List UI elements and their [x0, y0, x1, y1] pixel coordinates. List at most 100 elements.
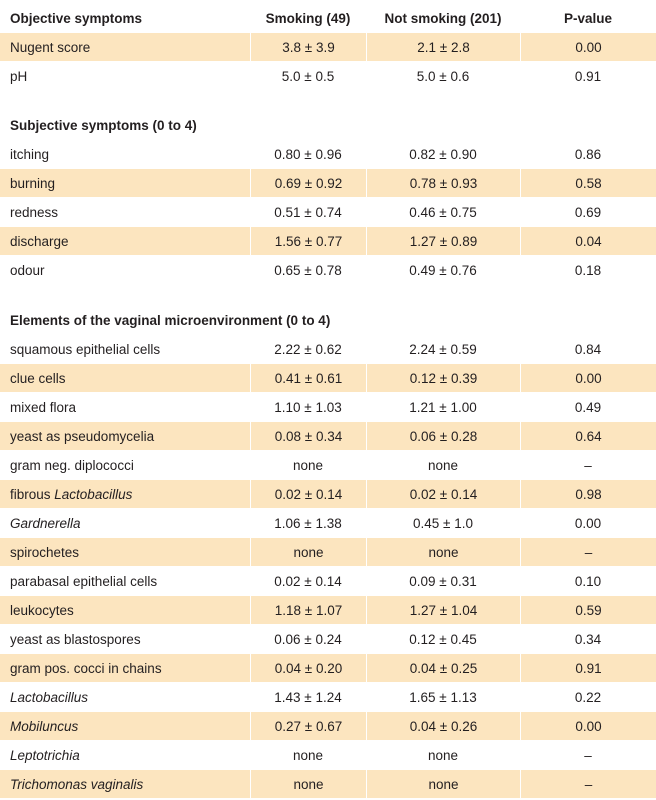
row-label-prefix: fibrous — [10, 486, 55, 502]
smoking-value: none — [250, 538, 366, 566]
p-value: 0.00 — [574, 515, 602, 531]
smoking-value: 0.02 ± 0.14 — [250, 480, 366, 508]
smoking-value: none — [292, 747, 324, 763]
row-label: redness — [10, 204, 59, 220]
not-smoking-value: 0.04 ± 0.25 — [366, 654, 520, 682]
not-smoking-value: 0.78 ± 0.93 — [366, 169, 520, 197]
smoking-value: 1.10 ± 1.03 — [274, 399, 342, 415]
row-label: discharge — [10, 233, 69, 249]
p-value: – — [520, 770, 656, 798]
smoking-value: 1.56 ± 0.77 — [250, 227, 366, 255]
p-value: 0.91 — [520, 654, 656, 682]
row-label: fibrous Lactobacillus — [0, 480, 250, 508]
smoking-value: 0.69 ± 0.92 — [250, 169, 366, 197]
row-label: squamous epithelial cells — [10, 341, 161, 357]
section-title: Subjective symptoms (0 to 4) — [10, 117, 197, 133]
not-smoking-value: 0.82 ± 0.90 — [409, 146, 477, 162]
smoking-value: 1.06 ± 1.38 — [274, 515, 342, 531]
table-row: gram pos. cocci in chains 0.04 ± 0.20 0.… — [0, 654, 656, 682]
row-label: yeast as pseudomycelia — [10, 428, 155, 444]
not-smoking-value: none — [366, 538, 520, 566]
table-row: fibrous Lactobacillus 0.02 ± 0.14 0.02 ±… — [0, 480, 656, 508]
row-label: Nugent score — [10, 39, 91, 55]
p-value: 0.84 — [574, 341, 602, 357]
table-row: gram neg. diplococci none none – — [0, 451, 656, 479]
table-row: squamous epithelial cells 2.22 ± 0.62 2.… — [0, 335, 656, 363]
table-row: mixed flora 1.10 ± 1.03 1.21 ± 1.00 0.49 — [0, 393, 656, 421]
p-value: 0.86 — [574, 146, 602, 162]
section-heading-elements: Elements of the vaginal microenvironment… — [0, 306, 656, 334]
not-smoking-value: 0.04 ± 0.26 — [366, 712, 520, 740]
table-row: Mobiluncus 0.27 ± 0.67 0.04 ± 0.26 0.00 — [0, 712, 656, 740]
smoking-value: 1.18 ± 1.07 — [250, 596, 366, 624]
not-smoking-value: 1.65 ± 1.13 — [409, 689, 477, 705]
table-row: leukocytes 1.18 ± 1.07 1.27 ± 1.04 0.59 — [0, 596, 656, 624]
p-value: 0.49 — [574, 399, 602, 415]
p-value: 0.00 — [520, 712, 656, 740]
p-value: 0.00 — [520, 364, 656, 392]
table-row: burning 0.69 ± 0.92 0.78 ± 0.93 0.58 — [0, 169, 656, 197]
row-label: Gardnerella — [10, 515, 81, 531]
p-value: 0.64 — [520, 422, 656, 450]
row-label: mixed flora — [10, 399, 77, 415]
smoking-value: 5.0 ± 0.5 — [281, 68, 335, 84]
table-row: spirochetes none none – — [0, 538, 656, 566]
not-smoking-value: 0.12 ± 0.39 — [366, 364, 520, 392]
p-value: 0.04 — [520, 227, 656, 255]
row-label: gram neg. diplococci — [10, 457, 134, 473]
row-label: Mobiluncus — [10, 718, 79, 734]
row-label-italic: Lactobacillus — [54, 486, 133, 502]
smoking-value: 0.51 ± 0.74 — [274, 204, 342, 220]
not-smoking-value: 0.45 ± 1.0 — [413, 515, 473, 531]
not-smoking-value: 1.21 ± 1.00 — [409, 399, 477, 415]
smoking-value: 0.41 ± 0.61 — [250, 364, 366, 392]
table-row: Trichomonas vaginalis none none – — [0, 770, 656, 798]
not-smoking-value: 1.27 ± 1.04 — [366, 596, 520, 624]
row-label: clue cells — [10, 370, 66, 386]
row-label: Leptotrichia — [10, 747, 80, 763]
p-value: – — [520, 538, 656, 566]
smoking-value: 0.02 ± 0.14 — [274, 573, 342, 589]
table-row: parabasal epithelial cells 0.02 ± 0.14 0… — [0, 567, 656, 595]
table-row: Lactobacillus 1.43 ± 1.24 1.65 ± 1.13 0.… — [0, 683, 656, 711]
table-row: itching 0.80 ± 0.96 0.82 ± 0.90 0.86 — [0, 140, 656, 168]
row-label: gram pos. cocci in chains — [10, 660, 162, 676]
not-smoking-value: 0.49 ± 0.76 — [409, 262, 477, 278]
not-smoking-value: 2.1 ± 2.8 — [366, 33, 520, 61]
row-label: odour — [10, 262, 45, 278]
p-value: 0.18 — [574, 262, 602, 278]
row-label: Trichomonas vaginalis — [10, 776, 144, 792]
row-label: yeast as blastospores — [10, 631, 141, 647]
table-row: yeast as blastospores 0.06 ± 0.24 0.12 ±… — [0, 625, 656, 653]
not-smoking-value: 1.27 ± 0.89 — [366, 227, 520, 255]
p-value: 0.98 — [520, 480, 656, 508]
p-value: 0.22 — [574, 689, 602, 705]
table-row: discharge 1.56 ± 0.77 1.27 ± 0.89 0.04 — [0, 227, 656, 255]
table-row: Gardnerella 1.06 ± 1.38 0.45 ± 1.0 0.00 — [0, 509, 656, 537]
table-row: Leptotrichia none none – — [0, 741, 656, 769]
table-row: redness 0.51 ± 0.74 0.46 ± 0.75 0.69 — [0, 198, 656, 226]
smoking-value: 0.65 ± 0.78 — [274, 262, 342, 278]
not-smoking-value: 0.46 ± 0.75 — [409, 204, 477, 220]
row-label: burning — [10, 175, 56, 191]
not-smoking-value: 0.09 ± 0.31 — [409, 573, 477, 589]
not-smoking-value: 0.06 ± 0.28 — [366, 422, 520, 450]
table-row: clue cells 0.41 ± 0.61 0.12 ± 0.39 0.00 — [0, 364, 656, 392]
not-smoking-value: 5.0 ± 0.6 — [416, 68, 470, 84]
p-value: 0.34 — [574, 631, 602, 647]
section-heading-subjective: Subjective symptoms (0 to 4) — [0, 111, 656, 139]
smoking-value: 0.80 ± 0.96 — [274, 146, 342, 162]
row-label: Lactobacillus — [10, 689, 89, 705]
header-objective-symptoms: Objective symptoms — [10, 10, 143, 26]
row-label: leukocytes — [10, 602, 74, 618]
not-smoking-value: none — [427, 457, 459, 473]
not-smoking-value: none — [366, 770, 520, 798]
smoking-value: 0.04 ± 0.20 — [250, 654, 366, 682]
header-p-value: P-value — [563, 10, 613, 26]
not-smoking-value: 0.12 ± 0.45 — [409, 631, 477, 647]
header-smoking: Smoking (49) — [265, 10, 351, 26]
smoking-value: 0.08 ± 0.34 — [250, 422, 366, 450]
smoking-value: none — [292, 457, 324, 473]
p-value: 0.91 — [574, 68, 602, 84]
